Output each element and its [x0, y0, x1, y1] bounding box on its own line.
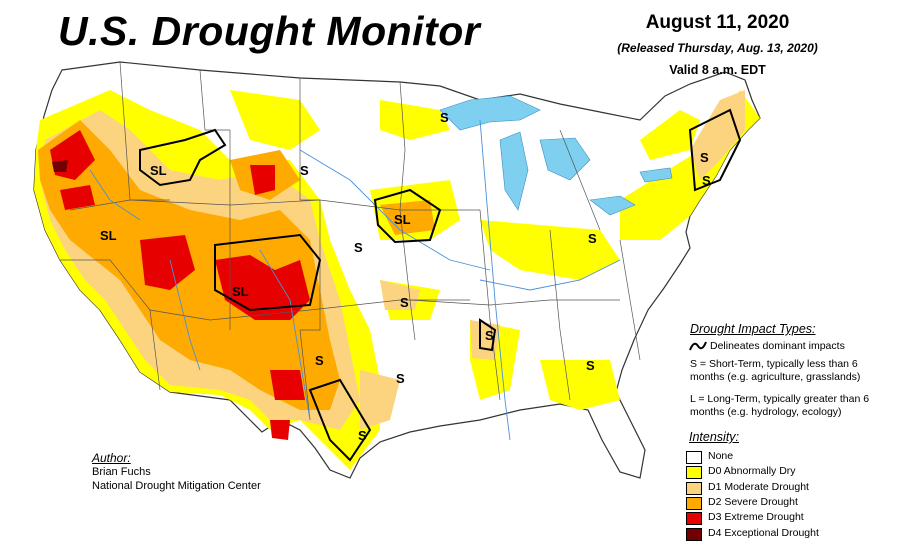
map-label-s: S [396, 371, 405, 386]
legend-label: D2 Severe Drought [708, 495, 798, 508]
legend-swatch [686, 527, 702, 541]
page-title: U.S. Drought Monitor [58, 8, 481, 54]
map-label-sl: SL [150, 163, 167, 178]
map-label-sl: SL [394, 212, 411, 227]
legend-label: D0 Abnormally Dry [708, 465, 796, 478]
author-org: National Drought Mitigation Center [92, 480, 261, 492]
impact-boundaries [139, 108, 742, 462]
d3-regions [50, 130, 310, 440]
impact-short-term: S = Short-Term, typically less than 6 mo… [690, 358, 861, 383]
map-label-s: S [485, 328, 494, 343]
great-lakes [439, 95, 673, 216]
state-borders [60, 61, 641, 421]
author-label: Author: [92, 451, 131, 465]
legend-swatch [686, 466, 702, 480]
map-label-s: S [400, 295, 409, 310]
author-name: Brian Fuchs [92, 466, 151, 478]
rivers [89, 119, 621, 441]
impact-delineates-row: Delineates dominant impacts [688, 338, 898, 354]
map-label-sl: SL [100, 228, 117, 243]
map-label-s: S [700, 150, 709, 165]
impact-types-title: Drought Impact Types: [690, 322, 816, 336]
legend-label: D4 Exceptional Drought [708, 526, 819, 539]
valid-time: Valid 8 a.m. EDT [669, 63, 766, 77]
map-label-s: S [586, 358, 595, 373]
map-label-s: S [354, 240, 363, 255]
legend-swatch [686, 451, 702, 464]
legend-swatch [686, 512, 702, 526]
map-label-s: S [358, 428, 367, 443]
legend-label: D1 Moderate Drought [708, 480, 809, 493]
map-label-s: S [315, 353, 324, 368]
release-date: (Released Thursday, Aug. 13, 2020) [617, 41, 818, 55]
intensity-title: Intensity: [689, 430, 740, 444]
map-label-s: S [702, 173, 711, 188]
impact-long-term: L = Long-Term, typically greater than 6 … [690, 393, 870, 418]
author-block: Author: Brian Fuchs National Drought Mit… [92, 451, 261, 493]
map-label-s: S [588, 231, 597, 246]
legend-label: None [708, 450, 734, 462]
legend-swatch [686, 481, 702, 495]
legend-swatch [686, 496, 702, 510]
map-label-s: S [440, 110, 449, 125]
map-label-s: S [300, 163, 309, 178]
d4-regions [52, 160, 68, 172]
legend-label: D3 Extreme Drought [708, 511, 804, 524]
map-date: August 11, 2020 [645, 12, 790, 33]
map-label-sl: SL [232, 284, 249, 299]
boundary-line-icon [689, 341, 707, 351]
impact-delineates-label: Delineates dominant impacts [710, 340, 845, 352]
